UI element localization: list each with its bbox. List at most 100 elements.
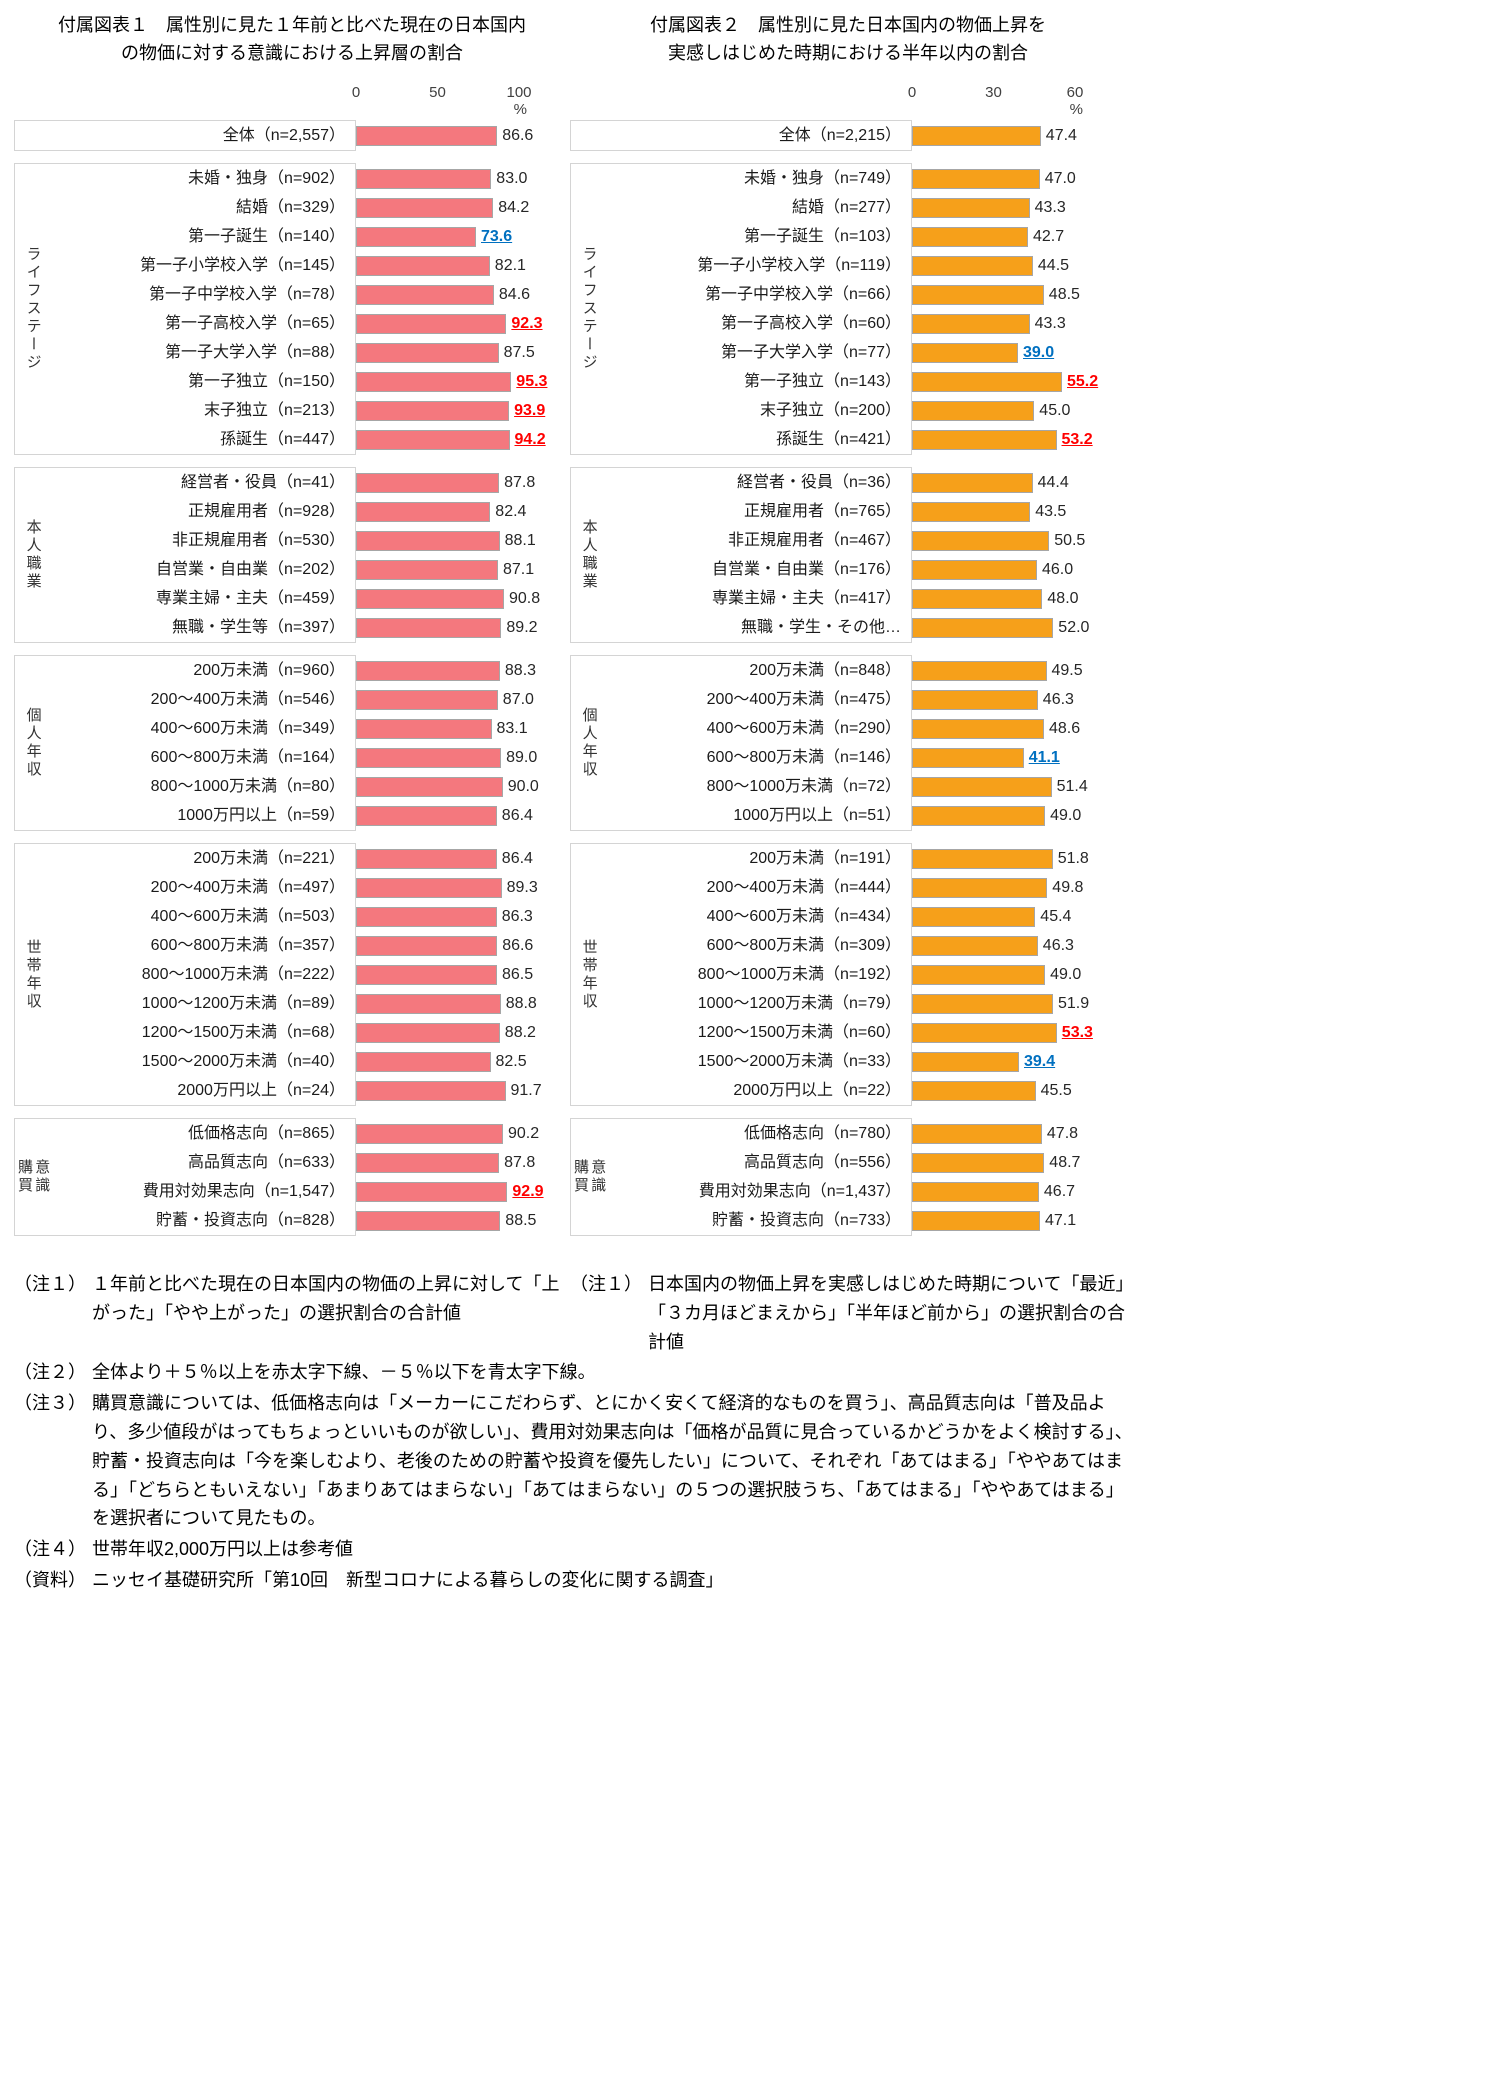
note-1-right: （注１） 日本国内の物価上昇を実感しはじめた時期について「最近」「３カ月ほどまえ… (570, 1270, 1140, 1356)
group-label-block: 本人職業 経営者・役員（n=36） 正規雇用者（n=765） 非正規雇用者（n=467… (570, 467, 912, 643)
note-text: 世帯年収2,000万円以上は参考値 (92, 1539, 354, 1560)
value-label: 49.0 (1050, 806, 1082, 824)
bars-block: 88.3 87.0 83.1 89.0 90.0 86.4 (356, 655, 539, 831)
bar (356, 776, 503, 797)
note-label: （注４） (14, 1539, 86, 1560)
bar-row: 45.0 (912, 396, 1098, 425)
chart-title-line: 付属図表１ 属性別に見た１年前と比べた現在の日本国内 (58, 15, 526, 35)
value-label: 51.9 (1058, 994, 1090, 1012)
note-2: （注２） 全体より＋５％以上を赤太字下線、－５％以下を青太字下線。 (14, 1358, 1140, 1387)
bar (356, 689, 498, 710)
value-label: 45.0 (1039, 401, 1071, 419)
chart-title: 付属図表２ 属性別に見た日本国内の物価上昇を 実感しはじめた時期における半年以内… (570, 12, 1126, 70)
value-label: 86.3 (501, 907, 533, 925)
category-label: 正規雇用者（n=928） (188, 503, 345, 520)
bar (912, 1080, 1036, 1101)
category-labels: 経営者・役員（n=41） 正規雇用者（n=928） 非正規雇用者（n=530） 自営業… (51, 468, 355, 642)
value-label: 46.7 (1043, 1182, 1076, 1200)
value-label: 87.0 (502, 690, 534, 708)
bar (356, 313, 507, 334)
axis-track: 0 50 100 % (352, 70, 532, 120)
bar-row: 48.6 (912, 714, 1088, 743)
bar-row: 89.0 (356, 743, 539, 772)
category-labels: 未婚・独身（n=902） 結婚（n=329） 第一子誕生（n=140） 第一子小学校入… (51, 164, 355, 454)
bar (356, 1210, 501, 1231)
group-label-column: 世帯年収 (571, 844, 607, 1105)
value-label: 47.4 (1045, 126, 1077, 144)
bar-row: 55.2 (912, 367, 1098, 396)
chart-title: 付属図表１ 属性別に見た１年前と比べた現在の日本国内 の物価に対する意識における… (14, 12, 570, 70)
bar (356, 472, 500, 493)
charts-wrap: 付属図表１ 属性別に見た１年前と比べた現在の日本国内 の物価に対する意識における… (14, 12, 1500, 1248)
value-label: 50.5 (1054, 531, 1086, 549)
bar (912, 400, 1035, 421)
note-label: （注３） (14, 1393, 86, 1414)
bar (912, 718, 1044, 739)
bar (356, 935, 498, 956)
bar-row: 49.0 (912, 960, 1093, 989)
bar-row: 49.5 (912, 656, 1088, 685)
bar-row: 84.6 (356, 280, 547, 309)
value-label: 44.4 (1037, 473, 1069, 491)
category-label: 全体（n=2,215） (778, 127, 901, 144)
bar-row: 73.6 (356, 222, 547, 251)
value-label: 83.1 (496, 719, 528, 737)
category-label: 800〜1000万未満（n=80） (150, 778, 345, 795)
bar (356, 660, 500, 681)
category-label: 貯蓄・投資志向（n=828） (156, 1212, 345, 1229)
bar (356, 588, 504, 609)
value-label: 46.3 (1042, 690, 1074, 708)
value-label: 43.5 (1035, 502, 1067, 520)
bar-row: 82.5 (356, 1047, 542, 1076)
category-label: 800〜1000万未満（n=72） (706, 778, 901, 795)
group-label-block: ライフステージ 未婚・独身（n=749） 結婚（n=277） 第一子誕生（n=103）… (570, 163, 912, 455)
group-label-block: ライフステージ 未婚・独身（n=902） 結婚（n=329） 第一子誕生（n=140）… (14, 163, 356, 455)
chart-title-line: 付属図表２ 属性別に見た日本国内の物価上昇を (650, 15, 1046, 35)
bar-row: 92.9 (356, 1177, 544, 1206)
bar (912, 125, 1041, 146)
value-label: 82.1 (494, 256, 526, 274)
note-label: （注２） (14, 1362, 86, 1383)
category-labels: 全体（n=2,215） (607, 121, 911, 150)
bar (356, 226, 476, 247)
bar-row: 86.4 (356, 801, 539, 830)
bar-row: 48.0 (912, 584, 1089, 613)
group-label-block: 世帯年収 200万未満（n=191） 200〜400万未満（n=444） 400〜60… (570, 843, 912, 1106)
bars-block: 86.6 (356, 120, 533, 151)
bar (912, 342, 1018, 363)
value-label: 55.2 (1067, 372, 1099, 390)
value-label: 94.2 (514, 430, 546, 448)
category-label: 200万未満（n=848） (749, 662, 901, 679)
bar-row: 88.2 (356, 1018, 542, 1047)
group-label-column: ライフステージ (571, 164, 607, 454)
bar-row: 43.5 (912, 497, 1089, 526)
category-labels: 全体（n=2,557） (51, 121, 355, 150)
value-label: 44.5 (1037, 256, 1070, 274)
category-label: 第一子中学校入学（n=66） (704, 286, 901, 303)
group-box: 個人年収 200万未満（n=848） 200〜400万未満（n=475） 400〜60… (570, 655, 1126, 831)
category-label: 孫誕生（n=421） (776, 431, 901, 448)
bar (912, 371, 1062, 392)
value-label: 41.1 (1028, 748, 1060, 766)
bar-row: 53.3 (912, 1018, 1093, 1047)
axis-unit: % (1069, 101, 1084, 118)
value-label: 46.0 (1042, 560, 1074, 578)
value-label: 93.9 (514, 401, 546, 419)
group-label: 購買 意識 (572, 1159, 607, 1195)
bar-row: 39.0 (912, 338, 1098, 367)
bar (356, 877, 502, 898)
value-label: 88.2 (504, 1023, 536, 1041)
note-text: １年前と比べた現在の日本国内の物価の上昇に対して「上がった」「やや上がった」の選… (92, 1274, 560, 1323)
value-label: 47.8 (1046, 1124, 1079, 1142)
bar (912, 1210, 1040, 1231)
value-label: 73.6 (481, 227, 513, 245)
bar-row: 47.8 (912, 1119, 1080, 1148)
chart-1: 付属図表１ 属性別に見た１年前と比べた現在の日本国内 の物価に対する意識における… (14, 12, 570, 1248)
category-label: 200〜400万未満（n=444） (706, 879, 901, 896)
value-label: 88.1 (504, 531, 536, 549)
bar (356, 429, 510, 450)
bar (912, 776, 1052, 797)
value-label: 45.5 (1040, 1081, 1072, 1099)
axis: 0 30 60 % (570, 70, 1126, 120)
bar-row: 88.8 (356, 989, 542, 1018)
